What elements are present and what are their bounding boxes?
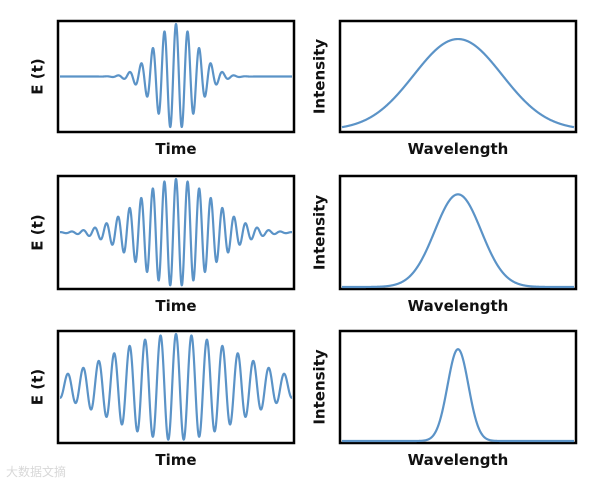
y-axis-label-2: Intensity [311,39,329,115]
series-line-2 [341,37,575,129]
panel-6: Wavelength Intensity [311,329,578,469]
y-axis-label-5: E (t) [29,369,47,405]
series-line-1 [59,22,293,129]
y-axis-label-1: E (t) [29,58,47,94]
panel-3: Time E (t) [29,174,296,315]
x-axis-label-1: Time [155,140,196,158]
x-axis-label-4: Wavelength [408,297,509,315]
watermark: 大数据文摘 [6,465,67,479]
plot-frame-5 [56,329,296,445]
panel-2: Wavelength Intensity [311,19,578,158]
plot-frame-3 [56,174,296,291]
panel-5: Time E (t) [29,329,296,469]
y-axis-label-6: Intensity [311,349,329,425]
panel-4: Wavelength Intensity [311,174,578,315]
series-line-6 [341,348,575,443]
plot-frame-6 [338,329,578,445]
plot-frame-4 [338,174,578,291]
x-axis-label-6: Wavelength [408,451,509,469]
series-line-3 [59,177,293,287]
series-line-4 [341,193,575,289]
panel-1: Time E (t) [29,19,296,158]
y-axis-label-4: Intensity [311,195,329,271]
x-axis-label-2: Wavelength [408,140,509,158]
x-axis-label-3: Time [155,297,196,315]
x-axis-label-5: Time [155,451,196,469]
series-line-5 [59,332,293,441]
y-axis-label-3: E (t) [29,214,47,250]
